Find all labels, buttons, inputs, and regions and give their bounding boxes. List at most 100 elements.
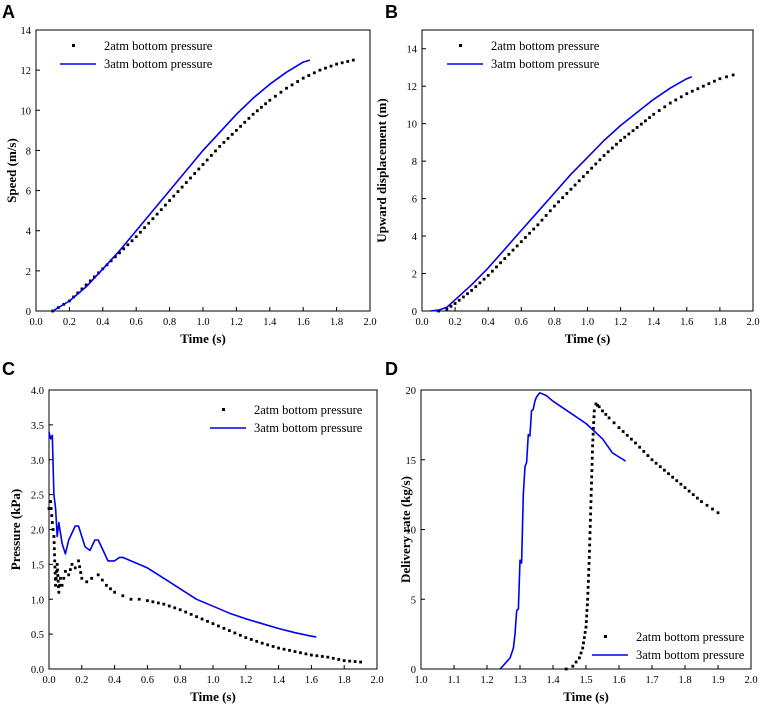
panel-b-data-point — [731, 73, 735, 77]
panel-d-y-tick-label: 10 — [406, 526, 417, 537]
panel-d-legend-label: 3atm bottom pressure — [636, 648, 745, 662]
panel-d-data-point — [675, 479, 679, 483]
panel-c-data-point — [73, 566, 77, 570]
panel-d-data-point — [691, 493, 695, 497]
panel-c-data-point — [55, 562, 59, 566]
panel-a-y-tick-label: 8 — [26, 146, 31, 157]
panel-a-legend-label: 3atm bottom pressure — [104, 57, 213, 71]
panel-a-data-point — [290, 83, 294, 87]
panel-d-data-point — [585, 614, 589, 618]
panel-d-legend-marker-dots — [604, 635, 607, 638]
panel-b-data-point — [474, 285, 478, 289]
panel-a-data-point — [172, 194, 176, 198]
panel-b-data-point — [486, 274, 490, 277]
panel-b-data-point — [490, 269, 494, 273]
panel-c-x-tick-label: 1.6 — [305, 675, 318, 686]
panel-c-data-point — [271, 645, 275, 648]
panel-a-data-point — [255, 109, 259, 113]
panel-c-y-tick-label: 0.5 — [31, 630, 44, 641]
panel-d-y-tick-label: 5 — [411, 595, 416, 606]
panel-b-data-point — [503, 257, 507, 260]
panel-d-data-point — [592, 421, 596, 424]
panel-d-data-point — [621, 430, 625, 433]
panel-a-data-point — [205, 158, 209, 162]
panel-d-data-point — [582, 641, 585, 645]
panel-c-x-tick-label: 0.0 — [42, 675, 55, 686]
panel-d-data-point — [589, 512, 592, 516]
panel-d-data-point — [579, 651, 583, 655]
panel-d-data-point — [589, 518, 592, 522]
panel-c-data-point — [200, 617, 204, 621]
panel-c-data-point — [54, 583, 57, 587]
panel-b-x-tick-label: 1.4 — [647, 317, 661, 328]
panel-a-x-tick-label: 0.8 — [163, 317, 176, 328]
panel-b-data-point — [701, 84, 705, 88]
panel-c-data-point — [342, 659, 346, 663]
panel-a-plot-frame — [35, 29, 371, 312]
panel-a-data-point — [209, 154, 213, 157]
panel-c-y-tick-label: 2.5 — [31, 491, 44, 502]
panel-b-series-2atm — [437, 73, 735, 313]
panel-a-x-tick-label: 0.2 — [63, 317, 76, 328]
panel-b-data-point — [511, 248, 515, 252]
panel-d-data-point — [667, 472, 670, 476]
panel-d-data-point — [612, 421, 616, 425]
panel-c-data-point — [54, 576, 58, 580]
panel-b-data-point — [652, 112, 656, 116]
panel-b-legend: 2atm bottom pressure 3atm bottom pressure — [447, 39, 600, 71]
panel-d-data-point — [564, 667, 568, 671]
panel-c-data-point — [310, 653, 313, 657]
panel-c-data-point — [53, 553, 56, 557]
panel-c-data-point — [113, 590, 116, 594]
panel-b-data-point — [725, 75, 728, 79]
panel-b-y-tick-label: 0 — [412, 307, 417, 318]
panel-c-data-point — [146, 599, 149, 603]
panel-b-y-tick-label: 6 — [412, 195, 417, 206]
panel-d-data-point — [585, 609, 589, 612]
panel-d-series-3atm-line — [499, 392, 627, 670]
panel-a-y-tick-label: 6 — [26, 187, 31, 198]
panel-b-data-point — [524, 236, 527, 239]
panel-c-data-point — [173, 606, 177, 610]
panel-a-x-tick-label: 1.6 — [297, 317, 310, 328]
panel-a-data-point — [235, 128, 238, 132]
panel-d-y-axis-label: Delivery rate (kg/s) — [398, 476, 413, 583]
panel-b-data-point — [663, 105, 667, 109]
panel-a-data-point — [118, 251, 121, 255]
panel-c-y-tick-label: 4.0 — [31, 386, 44, 397]
panel-b-data-point — [619, 139, 622, 142]
panel-a-y-axis-label: Speed (m/s) — [4, 138, 19, 203]
panel-a-data-point — [351, 58, 355, 62]
panel-a-data-point — [176, 190, 180, 193]
panel-d-data-point — [578, 656, 581, 660]
panel-a-data-point — [268, 98, 272, 102]
panel-d-data-point — [586, 585, 590, 589]
panel-d-x-axis-label: Time (s) — [563, 689, 609, 704]
panel-a-data-point — [230, 132, 234, 136]
panel-d-data-point — [604, 413, 608, 416]
panel-d-data-point — [625, 433, 629, 437]
panel-b-data-point — [644, 119, 647, 123]
panel-d-data-point — [574, 660, 578, 664]
panel-b-data-point — [565, 192, 569, 195]
panel-d-data-point — [671, 475, 675, 479]
panel-b-data-point — [466, 292, 469, 296]
panel-d-data-point — [591, 444, 594, 448]
panel-c-y-axis-label: Pressure (kPa) — [8, 489, 23, 570]
panel-b-data-point — [598, 158, 602, 162]
panel-c-data-point — [137, 597, 141, 601]
panel-b-data-point — [495, 265, 498, 269]
panel-d-data-point — [592, 409, 596, 413]
panel-b-data-point — [610, 146, 614, 150]
panel-c-data-point — [121, 594, 125, 598]
panel-b-data-point — [437, 309, 440, 313]
panel-d-data-point — [700, 500, 703, 503]
panel-a-x-tick-label: 0.6 — [130, 317, 143, 328]
panel-c-data-point — [50, 521, 54, 524]
panel-d-data-point — [588, 549, 591, 553]
panel-d-legend-label: 2atm bottom pressure — [636, 630, 745, 644]
panel-b-data-point — [553, 204, 556, 208]
panel-d-data-point — [590, 456, 594, 460]
panel-d-data-point — [586, 579, 590, 583]
panel-c-data-point — [49, 507, 53, 510]
